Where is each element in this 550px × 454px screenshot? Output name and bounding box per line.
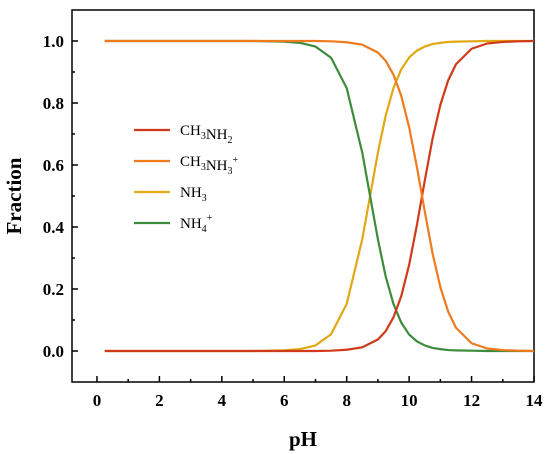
x-tick-label: 4 — [218, 391, 227, 410]
y-axis-title: Fraction — [2, 157, 26, 234]
x-tick-label: 2 — [155, 391, 164, 410]
y-tick-label: 0.2 — [43, 280, 64, 299]
series-line-2 — [104, 39, 534, 353]
x-tick-label: 8 — [342, 391, 351, 410]
y-tick-label: 0.4 — [43, 218, 65, 237]
series-line-3 — [104, 39, 534, 353]
legend: CH3NH2 CH3NH3+ NH3 NH4+ — [134, 123, 239, 235]
x-tick-label: 6 — [280, 391, 289, 410]
y-tick-label: 0.8 — [43, 94, 64, 113]
series-line-0 — [104, 39, 535, 353]
x-tick-label: 14 — [526, 391, 544, 410]
y-tick-label: 1.0 — [43, 32, 64, 51]
y-axis-ticks: 0.0 0.2 0.4 0.6 0.8 1.0 — [43, 32, 78, 361]
x-tick-label: 0 — [93, 391, 102, 410]
x-axis-ticks: 0 2 4 6 8 10 12 14 — [93, 376, 543, 410]
legend-label: NH4+ — [180, 213, 213, 235]
y-tick-label: 0.0 — [43, 342, 64, 361]
legend-label: NH3 — [180, 185, 207, 204]
x-axis-title: pH — [289, 427, 317, 451]
series-lines — [104, 39, 535, 353]
legend-label: CH3NH3+ — [180, 154, 239, 177]
y-tick-label: 0.6 — [43, 156, 64, 175]
x-tick-label: 10 — [401, 391, 418, 410]
series-line-1 — [104, 39, 535, 353]
x-tick-label: 12 — [463, 391, 480, 410]
legend-label: CH3NH2 — [180, 123, 233, 146]
plot-frame — [71, 9, 535, 383]
